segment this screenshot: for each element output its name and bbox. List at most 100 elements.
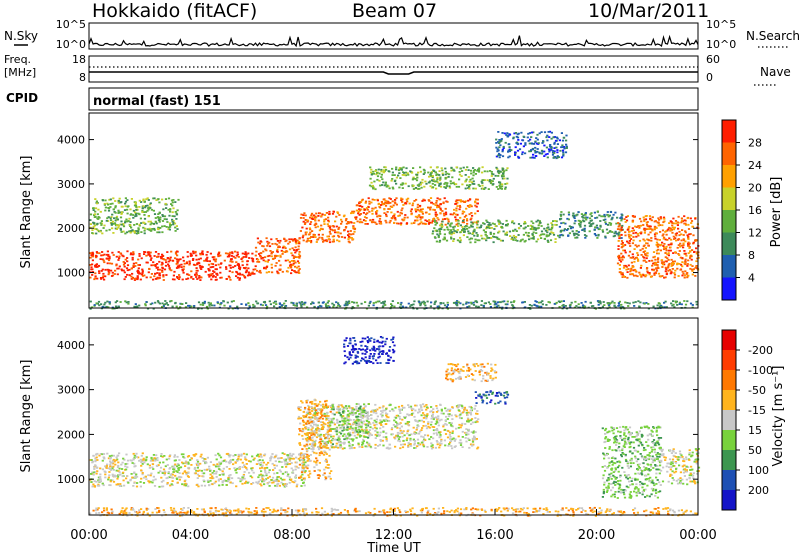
- power-panel-colorbar-swatch-4: [722, 210, 736, 233]
- velocity-panel-colorbar-tick-2: 50: [748, 444, 762, 457]
- power-panel-colorbar-swatch-5: [722, 232, 736, 256]
- power-panel-region-4: [89, 197, 180, 235]
- velocity-xlabel: Time UT: [366, 541, 420, 554]
- velocity-panel-colorbar-tick-3: 15: [748, 424, 762, 437]
- velocity-panel-region-0: [89, 452, 307, 488]
- velocity-colorbar-title: Velocity [m s⁻¹]: [771, 366, 786, 467]
- velocity-panel-colorbar-swatch-7: [722, 470, 736, 491]
- beam-title: Beam 07: [352, 0, 438, 22]
- velocity-xtick-3: 12:00: [375, 528, 412, 543]
- power-panel-ytick-1: 2000: [57, 222, 85, 235]
- power-data: [89, 130, 700, 310]
- power-panel-region-0: [89, 250, 256, 281]
- velocity-panel-colorbar-swatch-2: [722, 370, 736, 391]
- freq-tick-bottom: 8: [79, 71, 86, 84]
- velocity-colorbar: 200 100 50 15 -15 -50 -100 -200: [721, 329, 773, 511]
- nave-tick-top: 60: [706, 53, 720, 66]
- velocity-panel-region-3: [330, 403, 371, 446]
- freq-label: Freq.: [4, 53, 31, 66]
- freq-panel: 18 8 60 0 Freq. [MHz] Nave: [4, 53, 791, 86]
- power-panel-ytick-0: 1000: [57, 267, 85, 280]
- cpid-text: normal (fast) 151: [93, 94, 221, 109]
- date-title: 10/Mar/2011: [588, 0, 710, 22]
- noise-tick-bottom-right: 10^0: [706, 38, 736, 51]
- power-panel-region-5: [368, 166, 509, 191]
- noise-panel: 10^5 10^0 10^5 10^0 N.Sky N.Search: [4, 18, 800, 51]
- noise-series: [88, 34, 699, 48]
- freq-tick-top: 18: [72, 53, 86, 66]
- nave-tick-bottom: 0: [706, 71, 713, 84]
- velocity-panel-ytick-3: 4000: [57, 339, 85, 352]
- nsearch-label: N.Search: [746, 29, 800, 43]
- velocity-panel-ytick-2: 3000: [57, 384, 85, 397]
- nsky-label: N.Sky: [4, 29, 38, 43]
- radar-title: Hokkaido (fitACF): [92, 0, 258, 22]
- velocity-panel-region-8: [660, 448, 701, 486]
- power-panel-colorbar-swatch-0: [722, 120, 736, 143]
- power-panel-colorbar-swatch-3: [722, 187, 736, 211]
- velocity-panel-colorbar-tick-6: -100: [748, 364, 773, 377]
- power-ylabel: Slant Range [km]: [19, 156, 34, 269]
- power-panel-region-3: [355, 197, 480, 226]
- power-panel-colorbar-tick-6: 28: [748, 137, 762, 150]
- power-panel-colorbar-tick-2: 12: [748, 227, 762, 240]
- power-panel-colorbar-tick-1: 8: [748, 249, 755, 262]
- power-panel-colorbar-swatch-2: [722, 165, 736, 188]
- velocity-panel-region-5: [445, 362, 498, 383]
- velocity-panel-ytick-1: 2000: [57, 428, 85, 441]
- power-panel-colorbar-swatch-6: [722, 255, 736, 278]
- velocity-xtick-6: 00:00: [679, 528, 716, 543]
- velocity-ylabel: Slant Range [km]: [19, 360, 34, 473]
- power-panel-region-7: [495, 130, 568, 160]
- power-panel-colorbar-swatch-1: [722, 142, 736, 166]
- velocity-panel-colorbar-swatch-8: [722, 490, 736, 511]
- velocity-xtick-5: 20:00: [578, 528, 615, 543]
- velocity-panel-region-4: [343, 336, 396, 365]
- power-panel-region-1: [254, 237, 302, 275]
- power-panel-ytick-2: 3000: [57, 178, 85, 191]
- velocity-panel-colorbar-tick-7: -200: [748, 344, 773, 357]
- velocity-panel-colorbar-tick-0: 200: [748, 484, 769, 497]
- power-colorbar-title: Power [dB]: [769, 177, 784, 248]
- cpid-panel: CPID normal (fast) 151: [6, 87, 699, 111]
- velocity-xtick-1: 04:00: [172, 528, 209, 543]
- velocity-panel-colorbar-swatch-3: [722, 390, 736, 411]
- power-panel-region-6: [431, 219, 560, 244]
- power-panel-region-2: [299, 210, 358, 244]
- velocity-panel-colorbar-swatch-6: [722, 450, 736, 471]
- cpid-label: CPID: [6, 91, 38, 105]
- velocity-panel: 1000 2000 3000 4000 00:00 04:00 08:00 12:00 16:…: [19, 317, 786, 554]
- velocity-xtick-4: 16:00: [476, 528, 513, 543]
- velocity-panel-colorbar-tick-4: -15: [748, 404, 766, 417]
- velocity-xtick-0: 00:00: [70, 528, 107, 543]
- velocity-panel-region-6: [474, 390, 510, 405]
- velocity-panel-region-7: [601, 425, 663, 499]
- power-panel-region-9: [616, 215, 700, 279]
- velocity-panel-colorbar-swatch-1: [722, 350, 736, 371]
- velocity-panel-ytick-0: 1000: [57, 473, 85, 486]
- velocity-panel-colorbar-swatch-0: [722, 330, 736, 351]
- velocity-panel-colorbar-swatch-4: [722, 410, 736, 431]
- freq-unit: [MHz]: [4, 66, 36, 79]
- velocity-panel-colorbar-swatch-5: [722, 430, 736, 451]
- noise-tick-bottom-left: 10^0: [56, 38, 86, 51]
- power-panel-colorbar-swatch-7: [722, 277, 736, 301]
- power-panel-colorbar-tick-4: 20: [748, 182, 762, 195]
- freq-series: [89, 71, 698, 75]
- velocity-panel-colorbar-tick-1: 100: [748, 464, 769, 477]
- noise-tick-top-left: 10^5: [56, 18, 86, 31]
- power-panel-colorbar-tick-0: 4: [748, 272, 755, 285]
- power-panel-region-8: [558, 210, 624, 239]
- power-panel-colorbar-tick-5: 24: [748, 159, 762, 172]
- velocity-panel-region-2: [297, 398, 333, 481]
- power-panel: 1000 2000 3000 4000 Slant Range [km] 4 8 12 16…: [19, 112, 784, 310]
- velocity-panel-colorbar-tick-5: -50: [748, 384, 766, 397]
- velocity-panel-region-1: [304, 403, 480, 450]
- velocity-data: [89, 336, 701, 517]
- power-panel-ytick-3: 4000: [57, 134, 85, 147]
- nave-label: Nave: [760, 65, 791, 79]
- velocity-xtick-2: 08:00: [273, 528, 310, 543]
- power-panel-colorbar-tick-3: 16: [748, 204, 762, 217]
- noise-tick-top-right: 10^5: [706, 18, 736, 31]
